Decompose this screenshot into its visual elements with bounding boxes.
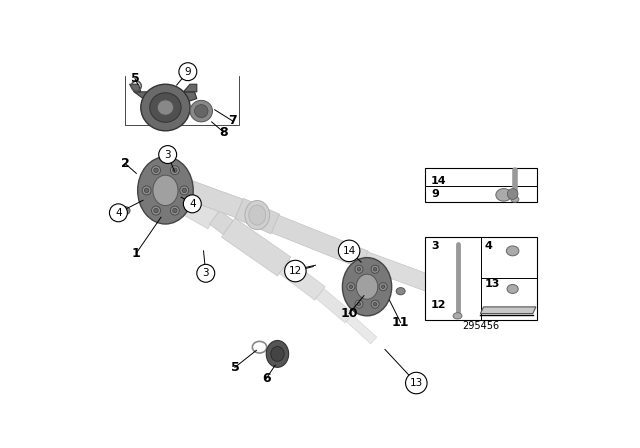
Ellipse shape [511, 196, 519, 202]
Text: 10: 10 [340, 307, 358, 320]
Text: 3: 3 [202, 268, 209, 278]
Ellipse shape [396, 288, 405, 295]
Text: 5: 5 [131, 72, 140, 85]
Text: 5: 5 [230, 361, 239, 374]
Text: 2: 2 [121, 157, 129, 170]
Circle shape [379, 283, 387, 291]
Text: 8: 8 [220, 125, 228, 139]
Polygon shape [130, 84, 141, 92]
Circle shape [285, 260, 306, 282]
Polygon shape [184, 84, 197, 92]
Polygon shape [481, 307, 536, 314]
Circle shape [173, 208, 177, 213]
Text: 4: 4 [115, 208, 122, 218]
Ellipse shape [249, 205, 266, 225]
Circle shape [179, 63, 197, 81]
Circle shape [197, 264, 215, 282]
Text: 3: 3 [164, 150, 171, 159]
Text: 7: 7 [228, 114, 237, 128]
Circle shape [152, 206, 161, 215]
Circle shape [355, 300, 363, 308]
Text: 11: 11 [392, 316, 410, 329]
Text: 1: 1 [132, 246, 141, 260]
Polygon shape [272, 215, 368, 268]
Ellipse shape [245, 201, 269, 230]
Circle shape [145, 188, 149, 193]
Text: 14: 14 [431, 177, 447, 186]
Text: 13: 13 [410, 378, 423, 388]
Polygon shape [235, 198, 280, 234]
Polygon shape [316, 289, 353, 323]
Ellipse shape [120, 207, 130, 215]
Text: 12: 12 [431, 300, 447, 310]
Circle shape [173, 168, 177, 172]
Text: 295456: 295456 [463, 321, 500, 331]
Ellipse shape [195, 105, 208, 117]
Circle shape [154, 168, 158, 172]
Circle shape [373, 267, 377, 271]
Text: 13: 13 [485, 280, 500, 289]
Circle shape [152, 166, 161, 175]
Ellipse shape [190, 100, 212, 122]
Circle shape [154, 208, 158, 213]
Polygon shape [177, 188, 221, 229]
Text: 6: 6 [262, 372, 271, 385]
Ellipse shape [138, 157, 193, 224]
Circle shape [371, 265, 379, 273]
Polygon shape [187, 181, 243, 218]
Ellipse shape [157, 100, 173, 115]
Circle shape [339, 240, 360, 262]
FancyBboxPatch shape [425, 237, 538, 320]
Circle shape [371, 300, 379, 308]
Text: 14: 14 [342, 246, 356, 256]
Ellipse shape [150, 93, 181, 122]
Ellipse shape [356, 274, 378, 299]
Circle shape [180, 186, 189, 195]
Text: 3: 3 [431, 241, 439, 251]
Circle shape [357, 267, 361, 271]
Circle shape [182, 188, 186, 193]
Circle shape [142, 186, 151, 195]
Polygon shape [134, 92, 197, 102]
Polygon shape [221, 218, 291, 276]
Circle shape [355, 265, 363, 273]
Polygon shape [209, 211, 234, 234]
Polygon shape [429, 277, 479, 308]
Circle shape [347, 283, 355, 291]
Ellipse shape [453, 313, 462, 319]
Polygon shape [362, 252, 435, 293]
Ellipse shape [342, 258, 392, 316]
Text: 4: 4 [189, 199, 196, 209]
Ellipse shape [507, 284, 518, 293]
FancyBboxPatch shape [425, 168, 538, 202]
Circle shape [170, 166, 179, 175]
Text: 9: 9 [184, 67, 191, 77]
Text: 9: 9 [431, 189, 439, 199]
Circle shape [183, 195, 201, 213]
Circle shape [357, 302, 361, 306]
Circle shape [349, 285, 353, 289]
Polygon shape [346, 315, 377, 344]
Polygon shape [188, 187, 203, 200]
Text: 12: 12 [289, 266, 302, 276]
Circle shape [159, 146, 177, 164]
Circle shape [508, 189, 518, 199]
Circle shape [373, 302, 377, 306]
Circle shape [381, 285, 385, 289]
Circle shape [170, 206, 179, 215]
Ellipse shape [153, 175, 178, 206]
Ellipse shape [271, 347, 284, 361]
Ellipse shape [141, 84, 190, 131]
Circle shape [109, 204, 127, 222]
Polygon shape [279, 260, 325, 300]
Ellipse shape [496, 189, 511, 201]
Circle shape [406, 372, 427, 394]
Ellipse shape [266, 340, 289, 367]
Text: 4: 4 [485, 241, 493, 251]
Ellipse shape [506, 246, 519, 256]
